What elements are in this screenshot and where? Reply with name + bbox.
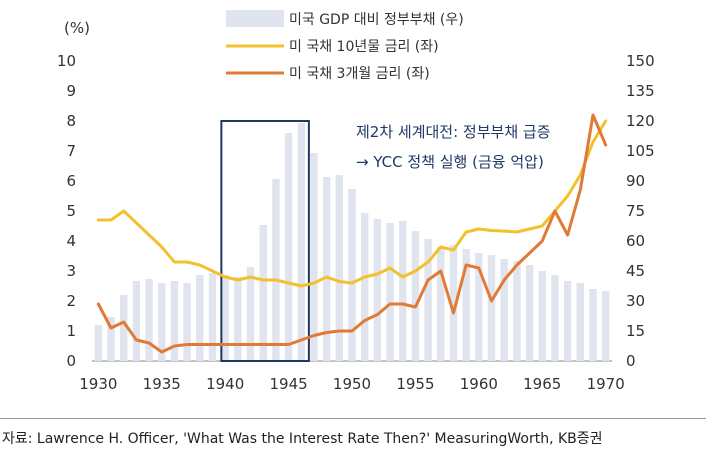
bar-1934 <box>145 279 153 361</box>
debt-bars <box>94 123 610 361</box>
axes: (%)0123456789100153045607590105120135150… <box>57 19 655 393</box>
annotation-line1: 제2차 세계대전: 정부부채 급증 <box>356 123 551 141</box>
bar-1947 <box>310 153 318 361</box>
bar-1960 <box>475 253 483 361</box>
bar-1931 <box>107 317 115 361</box>
bar-1949 <box>335 175 343 361</box>
bar-1939 <box>208 273 217 361</box>
legend-swatch-debt <box>226 10 284 27</box>
y-right-tick-90: 90 <box>626 172 645 190</box>
bar-1932 <box>120 295 128 361</box>
bar-1937 <box>183 283 191 361</box>
bar-1945 <box>284 133 293 361</box>
bar-1942 <box>246 267 255 361</box>
bar-1943 <box>259 225 267 361</box>
y-right-tick-105: 105 <box>626 142 655 160</box>
bar-1940 <box>221 275 229 361</box>
bar-1930 <box>94 325 103 361</box>
x-tick-1950: 1950 <box>333 375 371 393</box>
source-divider <box>0 418 706 419</box>
y-left-tick-4: 4 <box>66 232 76 250</box>
bar-1956 <box>424 239 432 361</box>
bar-1955 <box>411 231 420 361</box>
y-right-tick-120: 120 <box>626 112 655 130</box>
legend: 미국 GDP 대비 정부부채 (우) 미 국채 10년물 금리 (좌) 미 국채 3… <box>226 10 464 82</box>
annotation: 제2차 세계대전: 정부부채 급증 → YCC 정책 실행 (금융 억압) <box>356 123 551 171</box>
bar-1970 <box>601 291 610 361</box>
y-right-tick-150: 150 <box>626 52 655 70</box>
bar-1948 <box>322 177 331 361</box>
line-3m-yield <box>96 113 608 354</box>
y-left-tick-1: 1 <box>66 322 76 340</box>
bar-1933 <box>132 281 141 361</box>
y-left-tick-0: 0 <box>66 352 76 370</box>
legend-label-0: 미국 GDP 대비 정부부채 (우) <box>289 12 464 28</box>
y-right-tick-75: 75 <box>626 202 645 220</box>
y-left-tick-3: 3 <box>66 262 76 280</box>
rate-lines <box>96 113 608 354</box>
bar-1954 <box>399 221 407 361</box>
y-left-unit: (%) <box>64 19 90 37</box>
bar-1969 <box>589 289 597 361</box>
legend-label-2: 미 국채 3개월 금리 (좌) <box>289 66 430 82</box>
x-tick-1970: 1970 <box>587 375 625 393</box>
y-right-tick-15: 15 <box>626 322 645 340</box>
bar-1951 <box>361 213 369 361</box>
y-left-tick-8: 8 <box>66 112 76 130</box>
bar-1936 <box>170 281 179 361</box>
bar-1946 <box>297 123 305 361</box>
bar-1950 <box>348 189 356 361</box>
bar-1959 <box>462 249 470 361</box>
bar-1967 <box>563 281 572 361</box>
bar-1962 <box>500 259 508 361</box>
y-left-tick-7: 7 <box>66 142 76 160</box>
y-left-tick-10: 10 <box>57 52 76 70</box>
x-tick-1945: 1945 <box>269 375 307 393</box>
bar-1965 <box>538 271 546 361</box>
x-tick-1960: 1960 <box>460 375 498 393</box>
x-tick-1955: 1955 <box>396 375 434 393</box>
bar-1964 <box>525 265 534 361</box>
bar-1944 <box>272 179 280 361</box>
bar-1963 <box>513 261 521 361</box>
legend-label-1: 미 국채 10년물 금리 (좌) <box>289 39 439 55</box>
y-right-tick-45: 45 <box>626 262 645 280</box>
bar-1935 <box>158 283 166 361</box>
bar-1953 <box>386 223 394 361</box>
bar-1938 <box>196 275 204 361</box>
bar-1941 <box>234 277 242 361</box>
y-right-tick-0: 0 <box>626 352 636 370</box>
x-tick-1940: 1940 <box>206 375 244 393</box>
y-right-tick-60: 60 <box>626 232 645 250</box>
y-left-tick-6: 6 <box>66 172 76 190</box>
ww2-box <box>220 120 310 362</box>
x-tick-1930: 1930 <box>79 375 117 393</box>
x-tick-1965: 1965 <box>523 375 561 393</box>
bar-1961 <box>487 255 496 361</box>
ww2-highlight <box>220 120 310 362</box>
source-note: 자료: Lawrence H. Officer, 'What Was the I… <box>2 431 603 447</box>
bar-1957 <box>437 247 445 361</box>
y-left-tick-9: 9 <box>66 82 76 100</box>
y-left-tick-5: 5 <box>66 202 76 220</box>
y-left-tick-2: 2 <box>66 292 76 310</box>
bar-1966 <box>551 275 559 361</box>
chart-svg: (%)0123456789100153045607590105120135150… <box>57 10 655 393</box>
y-right-tick-30: 30 <box>626 292 645 310</box>
line-10y-yield <box>96 119 608 288</box>
bar-1958 <box>449 245 458 361</box>
y-right-tick-135: 135 <box>626 82 655 100</box>
x-tick-1935: 1935 <box>143 375 181 393</box>
bar-1968 <box>576 283 584 361</box>
bar-1952 <box>373 219 382 361</box>
annotation-line2: → YCC 정책 실행 (금융 억압) <box>356 153 544 171</box>
